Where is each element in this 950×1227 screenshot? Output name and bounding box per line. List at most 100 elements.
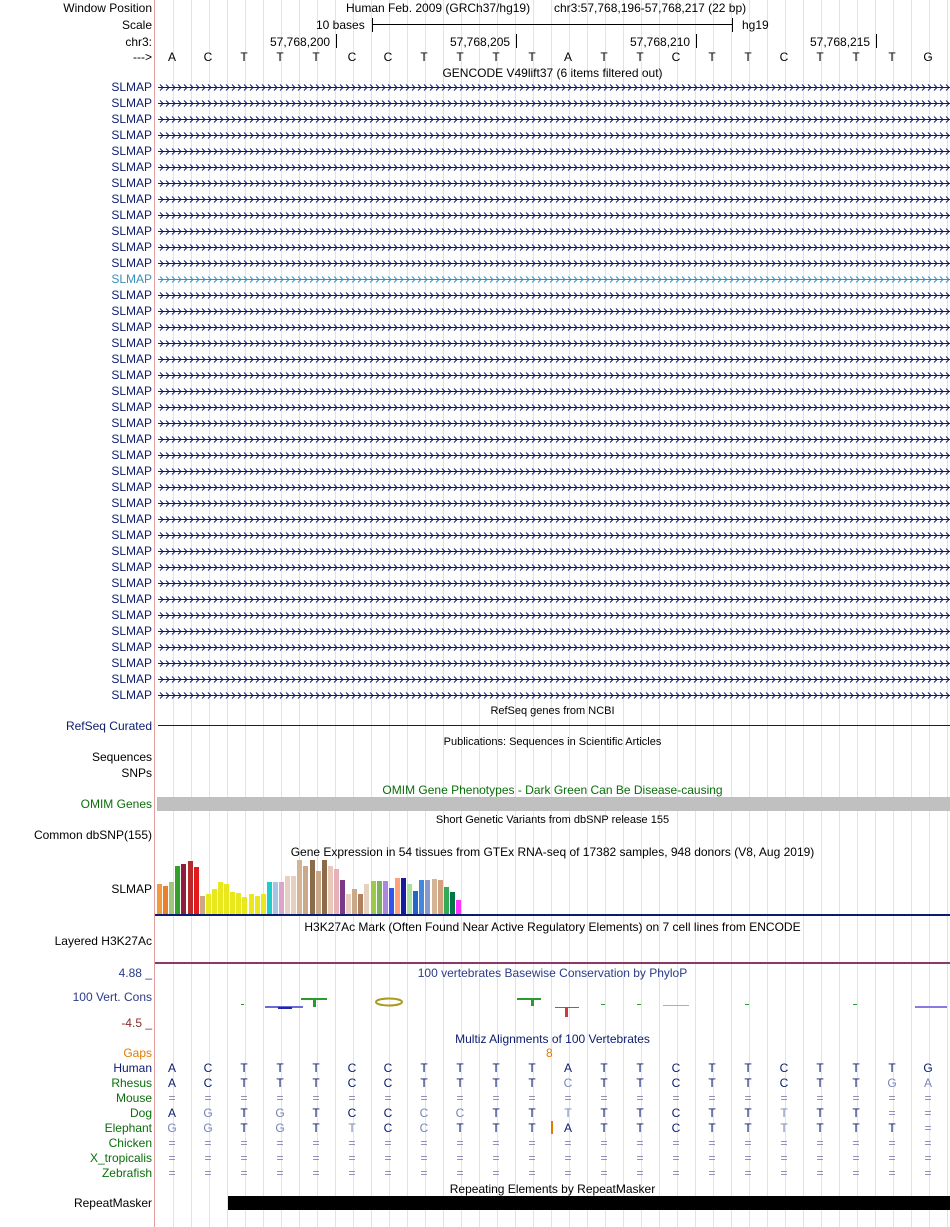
gencode-row-label[interactable]: SLMAP	[111, 528, 152, 542]
gencode-row-label[interactable]: SLMAP	[111, 624, 152, 638]
gtex-tissue-bar[interactable]	[205, 894, 211, 914]
gtex-tissue-bar[interactable]	[169, 882, 175, 914]
gencode-transcript[interactable]	[158, 659, 950, 668]
gencode-transcript[interactable]	[158, 611, 950, 620]
gtex-tissue-bar[interactable]	[376, 881, 382, 914]
gencode-row-label[interactable]: SLMAP	[111, 576, 152, 590]
species-label[interactable]: X_tropicalis	[89, 1151, 152, 1165]
gtex-tissue-bar[interactable]	[419, 880, 425, 914]
gtex-tissue-bar[interactable]	[455, 900, 461, 914]
gtex-tissue-bar[interactable]	[370, 881, 376, 914]
gencode-transcript[interactable]	[158, 499, 950, 508]
gencode-transcript[interactable]	[158, 483, 950, 492]
gencode-transcript[interactable]	[158, 291, 950, 300]
gtex-tissue-bar[interactable]	[285, 876, 291, 914]
gencode-row-label[interactable]: SLMAP	[111, 240, 152, 254]
gencode-transcript[interactable]	[158, 387, 950, 396]
gencode-transcript[interactable]	[158, 115, 950, 124]
gencode-row-label[interactable]: SLMAP	[111, 560, 152, 574]
gencode-row-label[interactable]: SLMAP	[111, 304, 152, 318]
gencode-transcript[interactable]	[158, 355, 950, 364]
gencode-row-label[interactable]: SLMAP	[111, 416, 152, 430]
gencode-row-label[interactable]: SLMAP	[111, 400, 152, 414]
gtex-tissue-bar[interactable]	[199, 896, 205, 914]
gencode-row-label[interactable]: SLMAP	[111, 144, 152, 158]
gencode-row-label[interactable]: SLMAP	[111, 208, 152, 222]
repeat-element-bar[interactable]	[228, 1196, 950, 1210]
gencode-transcript[interactable]	[158, 595, 950, 604]
gtex-tissue-bar[interactable]	[364, 884, 370, 914]
gencode-row-label[interactable]: SLMAP	[111, 80, 152, 94]
gtex-tissue-bar[interactable]	[260, 894, 266, 914]
gencode-row-label[interactable]: SLMAP	[111, 160, 152, 174]
gtex-tissue-bar[interactable]	[327, 866, 333, 914]
gencode-transcript[interactable]	[158, 419, 950, 428]
gencode-transcript[interactable]	[158, 323, 950, 332]
gencode-transcript[interactable]	[158, 147, 950, 156]
gencode-row-label[interactable]: SLMAP	[111, 176, 152, 190]
gencode-row-label[interactable]: SLMAP	[111, 640, 152, 654]
gencode-row-label[interactable]: SLMAP	[111, 368, 152, 382]
gtex-tissue-bar[interactable]	[431, 879, 437, 914]
gtex-tissue-bar[interactable]	[236, 893, 242, 914]
gencode-transcript[interactable]	[158, 531, 950, 540]
gtex-label[interactable]: SLMAP	[111, 882, 152, 896]
gencode-transcript[interactable]	[158, 467, 950, 476]
gtex-tissue-bar[interactable]	[333, 869, 339, 914]
gencode-row-label[interactable]: SLMAP	[111, 512, 152, 526]
gencode-transcript[interactable]	[158, 579, 950, 588]
gtex-tissue-bar[interactable]	[315, 871, 321, 914]
gtex-tissue-bar[interactable]	[425, 880, 431, 914]
gtex-tissue-bar[interactable]	[291, 876, 297, 914]
gencode-row-label[interactable]: SLMAP	[111, 608, 152, 622]
gtex-tissue-bar[interactable]	[443, 887, 449, 914]
position-readout[interactable]: chr3:57,768,196-57,768,217 (22 bp)	[554, 1, 747, 15]
h3k27ac-label[interactable]: Layered H3K27Ac	[54, 934, 152, 948]
gencode-row-label[interactable]: SLMAP	[111, 112, 152, 126]
gencode-row-label[interactable]: SLMAP	[111, 384, 152, 398]
gencode-transcript[interactable]	[158, 179, 950, 188]
gencode-transcript[interactable]	[158, 195, 950, 204]
publications-snps-label[interactable]: SNPs	[121, 766, 152, 780]
gtex-tissue-bar[interactable]	[242, 897, 248, 914]
gencode-row-label[interactable]: SLMAP	[111, 496, 152, 510]
gtex-tissue-bar[interactable]	[248, 894, 254, 914]
gencode-row-label[interactable]: SLMAP	[111, 192, 152, 206]
gtex-tissue-bar[interactable]	[394, 878, 400, 914]
gtex-tissue-bar[interactable]	[388, 888, 394, 914]
gtex-tissue-bar[interactable]	[303, 866, 309, 914]
gtex-tissue-bar[interactable]	[157, 884, 162, 914]
gencode-transcript[interactable]	[158, 435, 950, 444]
species-label[interactable]: Rhesus	[111, 1076, 152, 1090]
gencode-transcript[interactable]	[158, 675, 950, 684]
gtex-tissue-bar[interactable]	[413, 891, 419, 914]
gencode-transcript[interactable]	[158, 547, 950, 556]
dbsnp-label[interactable]: Common dbSNP(155)	[33, 828, 152, 842]
gencode-row-label[interactable]: SLMAP	[111, 480, 152, 494]
gtex-tissue-bar[interactable]	[382, 881, 388, 914]
gtex-tissue-bar[interactable]	[358, 894, 364, 914]
gtex-tissue-bar[interactable]	[224, 884, 230, 914]
gencode-transcript[interactable]	[158, 515, 950, 524]
gencode-transcript[interactable]	[158, 243, 950, 252]
species-label[interactable]: Zebrafish	[101, 1166, 152, 1180]
species-label[interactable]: Human	[113, 1061, 152, 1075]
gtex-tissue-bar[interactable]	[218, 882, 223, 914]
gtex-tissue-bar[interactable]	[407, 884, 413, 914]
gtex-tissue-bar[interactable]	[211, 889, 217, 914]
gencode-transcript[interactable]	[158, 643, 950, 652]
gtex-tissue-bar[interactable]	[175, 866, 181, 914]
publications-sequences-label[interactable]: Sequences	[91, 750, 152, 764]
gencode-transcript[interactable]	[158, 563, 950, 572]
gencode-transcript[interactable]	[158, 83, 950, 92]
gtex-tissue-bar[interactable]	[193, 867, 199, 914]
gencode-row-label[interactable]: SLMAP	[111, 656, 152, 670]
gtex-bar-chart[interactable]	[155, 858, 535, 914]
gencode-transcript[interactable]	[158, 403, 950, 412]
gtex-tissue-bar[interactable]	[187, 861, 193, 914]
gencode-row-label[interactable]: SLMAP	[111, 544, 152, 558]
gtex-tissue-bar[interactable]	[163, 886, 169, 914]
gencode-row-label[interactable]: SLMAP	[111, 464, 152, 478]
gencode-row-label[interactable]: SLMAP	[111, 448, 152, 462]
gtex-tissue-bar[interactable]	[449, 892, 455, 914]
